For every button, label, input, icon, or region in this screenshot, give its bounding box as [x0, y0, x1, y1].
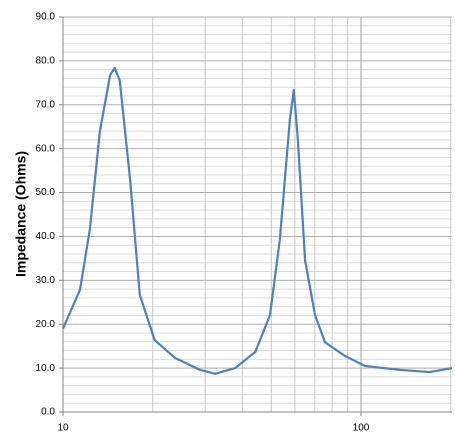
y-tick-label: 60.0 [36, 143, 56, 154]
y-tick-label: 30.0 [36, 275, 56, 286]
data-line [61, 66, 453, 375]
y-tick-label: 70.0 [36, 99, 56, 110]
y-tick-label: 20.0 [36, 319, 56, 330]
y-tick-label: 90.0 [36, 12, 56, 23]
y-tick-label: 40.0 [36, 231, 56, 242]
y-axis-title: Impedance (Ohms) [13, 151, 29, 277]
x-tick-label: 100 [353, 423, 370, 434]
x-tick-label: 10 [57, 423, 69, 434]
y-tick-label: 0.0 [41, 407, 55, 418]
plot-area [63, 17, 452, 412]
y-tick-label: 50.0 [36, 187, 56, 198]
y-tick-label: 80.0 [36, 56, 56, 67]
y-tick-label: 10.0 [36, 363, 56, 374]
